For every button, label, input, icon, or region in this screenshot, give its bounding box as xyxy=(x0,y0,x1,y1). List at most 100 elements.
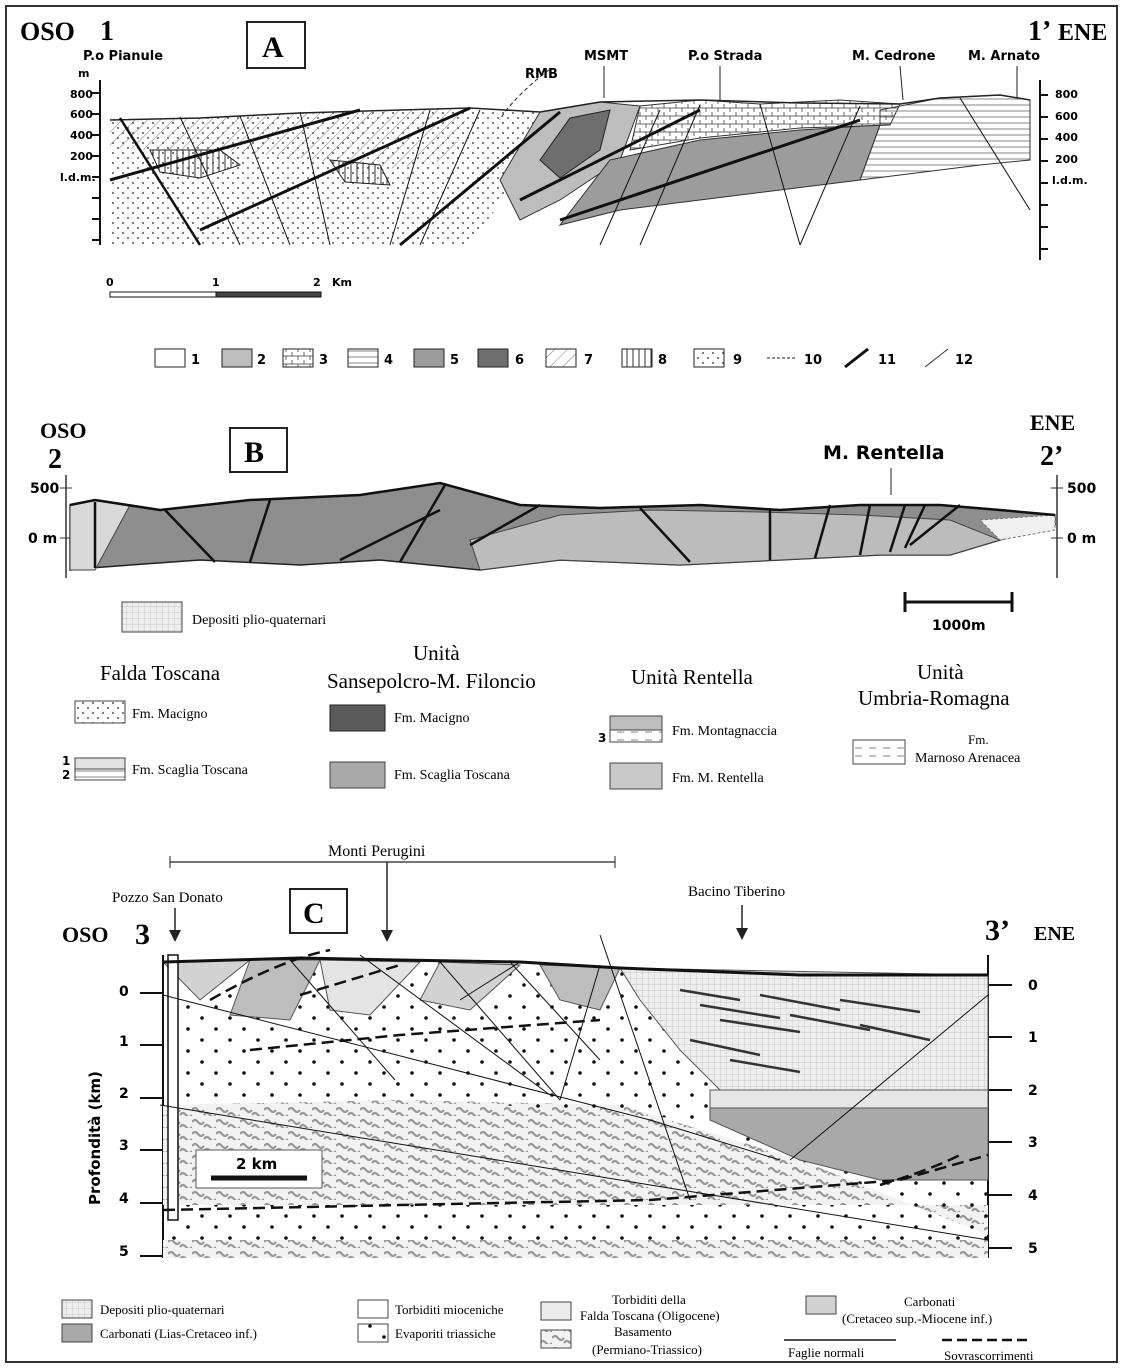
depth-tick-label: 0 xyxy=(119,984,129,1000)
legend-swatch xyxy=(609,762,663,790)
legend-label: Fm. xyxy=(968,732,989,747)
legend-swatch xyxy=(357,1299,389,1319)
scale-tick: 2 xyxy=(313,276,321,289)
evaporites-lower xyxy=(163,1205,988,1240)
panel-a-letter: A xyxy=(262,31,284,64)
legend-number: 2 xyxy=(257,353,266,368)
section-b-faults xyxy=(93,484,961,568)
legend-number: 6 xyxy=(515,353,524,368)
legend-number: 10 xyxy=(804,353,822,368)
legend-swatch xyxy=(805,1295,837,1315)
elevation-tick-label: 500 xyxy=(30,481,59,497)
legend-label: Depositi plio-quaternari xyxy=(192,613,326,628)
scale-unit: Km xyxy=(332,276,352,289)
depth-tick-label: 4 xyxy=(1028,1188,1038,1204)
legend-swatch xyxy=(74,768,126,781)
scale-tick: 0 xyxy=(106,276,114,289)
legend-label: Fm. Montagnaccia xyxy=(672,724,778,739)
legend-swatch xyxy=(329,761,386,789)
basement xyxy=(163,1100,988,1235)
elevation-tick-label: 200 xyxy=(1055,153,1078,166)
panel-c-label-box xyxy=(289,888,348,934)
peak-label: M. Rentella xyxy=(823,442,945,464)
legend-label: Torbiditi mioceniche xyxy=(395,1302,504,1317)
section-b-geology xyxy=(69,481,1056,571)
depth-tick-label: 4 xyxy=(119,1191,129,1207)
peak-label: P.o Strada xyxy=(688,49,762,64)
depth-tick-label: 2 xyxy=(1028,1083,1038,1099)
legend-number: 8 xyxy=(658,353,667,368)
legend-number: 12 xyxy=(955,353,973,368)
legend-swatch xyxy=(329,704,386,732)
panel-a-left-ticks xyxy=(92,92,100,241)
section-a-geology xyxy=(109,94,1031,245)
panel-c-depth-ticks xyxy=(140,984,1012,1257)
legend-swatch xyxy=(852,739,906,765)
legend-swatch xyxy=(609,729,663,743)
scale-label: 2 km xyxy=(236,1155,277,1173)
legend-label: Fm. Macigno xyxy=(394,711,469,726)
panel-a-right-dir: ENE xyxy=(1058,20,1107,46)
legend-group-title: Sansepolcro-M. Filoncio xyxy=(327,669,536,693)
elevation-tick-label: 800 xyxy=(1055,88,1078,101)
legend-label: (Cretaceo sup.-Miocene inf.) xyxy=(842,1311,992,1326)
unit-8-fold xyxy=(149,149,242,179)
well-label: Pozzo San Donato xyxy=(112,890,223,906)
legend-sub-number: 2 xyxy=(62,768,70,782)
legend-swatch xyxy=(121,601,183,633)
panel-c-left-dir: OSO xyxy=(62,922,108,947)
legend-label: Carbonati xyxy=(904,1294,956,1309)
legend-number: 5 xyxy=(450,353,459,368)
elevation-tick-label: 600 xyxy=(70,108,93,121)
panel-a-left-dir: OSO xyxy=(20,17,75,46)
panel-c: Monti Perugini Pozzo San Donato Bacino T… xyxy=(61,843,1075,1363)
peak-label: MSMT xyxy=(584,49,628,64)
legend-number: 1 xyxy=(191,353,200,368)
carbonati-upper-band xyxy=(709,1089,989,1109)
depth-tick-label: 1 xyxy=(119,1034,129,1050)
panel-b-left-dir: OSO xyxy=(40,418,86,443)
legend-label: Basamento xyxy=(614,1324,672,1339)
legend-label: Fm. Scaglia Toscana xyxy=(132,763,249,778)
section-c-faults xyxy=(159,934,989,1241)
legend-group-title: Falda Toscana xyxy=(100,661,221,685)
legend-label: Depositi plio-quaternari xyxy=(100,1302,225,1317)
legend-label: Evaporiti triassiche xyxy=(395,1326,496,1341)
panel-c-left-num: 3 xyxy=(135,918,150,951)
peak-label: M. Arnato xyxy=(968,49,1040,64)
panel-c-right-num: 3’ xyxy=(985,914,1010,947)
legend-group-title: Umbria-Romagna xyxy=(858,686,1010,710)
scaglia-toscana-unit xyxy=(469,509,1002,571)
unit-6 xyxy=(539,109,611,179)
elevation-tick-label: 0 m xyxy=(1067,531,1096,547)
panel-b-right-dir: ENE xyxy=(1030,410,1075,435)
axis-unit: m xyxy=(78,67,89,80)
unit-7-flysch xyxy=(110,108,470,170)
figure-frame xyxy=(5,5,1118,1363)
panel-b-scale-bar: 1000m xyxy=(903,592,1014,634)
legend-label: Marnoso Arenacea xyxy=(915,751,1021,766)
scale-tick: 1 xyxy=(212,276,220,289)
evaporites-basin xyxy=(800,1160,988,1235)
panel-b-legend: Depositi plio-quaternari Falda Toscana F… xyxy=(62,601,1021,790)
legend-swatch xyxy=(61,1323,93,1343)
panel-a: OSO 1 1’ ENE A P.o Pianule RMB MSMT P.o … xyxy=(20,16,1107,369)
well-san-donato xyxy=(167,954,179,1221)
panel-c-right-dir: ENE xyxy=(1034,923,1075,945)
depth-tick-label: 0 xyxy=(1028,978,1038,994)
depth-tick-label: 5 xyxy=(119,1244,129,1260)
panel-a-scale-bar: 0 1 2 Km xyxy=(106,276,352,298)
panel-c-letter: C xyxy=(303,897,325,930)
panel-c-legend: Depositi plio-quaternari Carbonati (Lias… xyxy=(61,1292,1034,1363)
panel-b: OSO 2 ENE 2’ B M. Rentella 500 0 m 500 0… xyxy=(28,410,1096,790)
legend-label: (Permiano-Triassico) xyxy=(592,1342,702,1357)
legend-label: Fm. M. Rentella xyxy=(672,771,765,786)
elevation-tick-label: l.d.m. xyxy=(60,171,96,184)
arrow-head xyxy=(381,930,393,942)
elevation-tick-label: 0 m xyxy=(28,531,57,547)
legend-swatch xyxy=(540,1329,572,1349)
elevation-tick-label: 200 xyxy=(70,150,93,163)
panel-a-right-ticks xyxy=(1040,94,1048,250)
legend-swatch xyxy=(357,1323,389,1343)
